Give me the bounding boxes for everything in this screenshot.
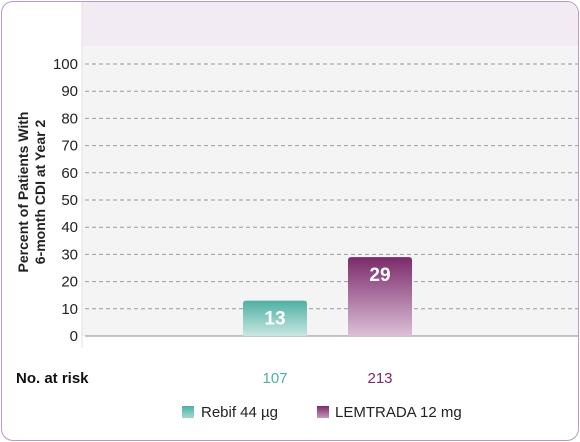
- risk-value-rebif: 107: [262, 370, 287, 387]
- legend-swatch-rebif: [182, 406, 194, 418]
- bar-value-label-lemtrada: 29: [369, 265, 390, 286]
- legend: Rebif 44 µg LEMTRADA 12 mg: [182, 404, 462, 421]
- legend-swatch-lemtrada: [317, 406, 329, 418]
- bar-value-label-rebif: 13: [264, 309, 285, 330]
- y-tick-label-70: 70: [61, 138, 78, 155]
- legend-label-lemtrada: LEMTRADA 12 mg: [335, 404, 462, 421]
- y-tick-label-30: 30: [61, 246, 78, 263]
- bars: 13 29: [243, 257, 412, 336]
- header-band: [82, 2, 578, 46]
- y-axis-label-line1: Percent of Patients With: [15, 112, 31, 273]
- y-axis-label: Percent of Patients With 6-month CDI at …: [15, 112, 48, 273]
- gridlines: [85, 63, 578, 337]
- y-tick-label-50: 50: [61, 192, 78, 209]
- y-tick-label-100: 100: [53, 56, 78, 73]
- y-tick-label-90: 90: [61, 83, 78, 100]
- y-tick-label-80: 80: [61, 110, 78, 127]
- bar-rebif: [243, 300, 307, 336]
- bar-lemtrada: [348, 257, 412, 336]
- y-tick-label-0: 0: [70, 328, 78, 345]
- y-tick-label-60: 60: [61, 165, 78, 182]
- y-tick-label-20: 20: [61, 274, 78, 291]
- y-tick-label-40: 40: [61, 219, 78, 236]
- plot-band: [82, 46, 578, 336]
- risk-value-lemtrada: 213: [367, 370, 392, 387]
- y-tick-labels: 0 10 20 30 40 50 60 70 80 90 100: [53, 56, 78, 345]
- y-tick-label-10: 10: [61, 301, 78, 318]
- risk-table-title: No. at risk: [16, 370, 89, 387]
- y-axis-label-line2: 6-month CDI at Year 2: [32, 120, 48, 265]
- legend-label-rebif: Rebif 44 µg: [201, 404, 278, 421]
